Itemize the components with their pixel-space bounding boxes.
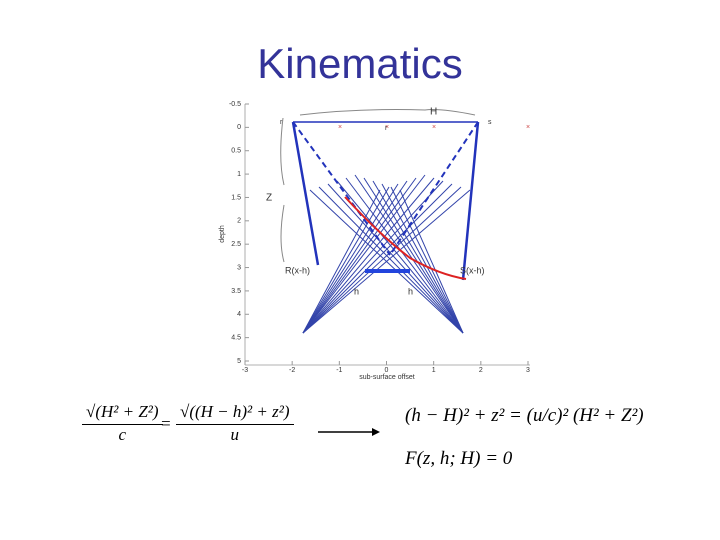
y-tick-label: 0 [237, 124, 241, 131]
y-tick-label: 5 [237, 358, 241, 365]
ray-fan [302, 174, 471, 334]
equals: = [160, 414, 172, 433]
markers: × × × × [338, 124, 530, 131]
axes [244, 104, 530, 366]
ray [302, 189, 381, 334]
ray [381, 183, 464, 334]
fraction: √((H − h)² + z²) u [176, 402, 294, 445]
dashed-ray [389, 121, 479, 256]
x-tick-label: -3 [242, 367, 248, 374]
label: h [354, 286, 359, 296]
y-tick-label: -0.5 [229, 101, 241, 108]
y-tick-label: 4.5 [231, 334, 241, 341]
ray [345, 177, 464, 334]
ray [302, 183, 453, 334]
ray [363, 177, 464, 334]
denominator: u [230, 425, 240, 444]
x-tick-label: 1 [432, 367, 436, 374]
x-tick-label: 0 [385, 367, 389, 374]
y-tick-label: 2 [237, 218, 241, 225]
ray [302, 186, 462, 334]
ray [302, 180, 444, 334]
ray [354, 174, 464, 334]
ray [390, 186, 464, 334]
ray [336, 180, 464, 334]
brace [299, 109, 476, 116]
label: S(x-h) [460, 265, 485, 275]
ray [302, 189, 471, 334]
y-tick-label: 2.5 [231, 241, 241, 248]
ray [302, 186, 390, 334]
marker: × [385, 124, 389, 131]
y-axis-label: depth [219, 225, 226, 243]
marker: × [526, 124, 530, 131]
fraction: √(H² + Z²) c [82, 402, 163, 445]
y-tick-label: 0.5 [231, 148, 241, 155]
slide-title: Kinematics [257, 40, 463, 87]
marker: × [338, 124, 342, 131]
ray [302, 183, 399, 334]
x-tick-label: 2 [479, 367, 483, 374]
y-tick-label: 3.5 [231, 288, 241, 295]
x-tick-label: -1 [336, 367, 342, 374]
y-tick-label: 4 [237, 311, 241, 318]
ray [372, 180, 464, 334]
numerator: √(H² + Z²) [82, 402, 163, 425]
numerator: √((H − h)² + z²) [176, 402, 294, 425]
label: H [430, 107, 437, 118]
brace [280, 117, 285, 263]
equation: F(z, h; H) = 0 [405, 448, 513, 469]
label: r [280, 119, 283, 126]
y-tick-label: 1 [237, 171, 241, 178]
x-tick-label: -2 [289, 367, 295, 374]
ray [302, 180, 408, 334]
ray [302, 174, 426, 334]
ray [302, 177, 417, 334]
denominator: c [118, 425, 127, 444]
ray [399, 189, 464, 334]
label: r [385, 125, 388, 132]
x-tick-label: 3 [526, 367, 530, 374]
red-curve [344, 196, 467, 280]
dashed-ray [292, 121, 391, 256]
marker: × [432, 124, 436, 131]
label: Z [266, 193, 272, 204]
arrow-head [372, 428, 380, 436]
ray [327, 183, 464, 334]
y-tick-label: 3 [237, 264, 241, 271]
ray [318, 186, 464, 334]
solid-ray [461, 121, 480, 281]
label: h [408, 286, 413, 296]
y-tick-label: 1.5 [231, 194, 241, 201]
label: s [488, 119, 492, 126]
solid-ray [291, 121, 320, 266]
equation: (h − H)² + z² = (u/c)² (H² + Z²) [405, 405, 644, 426]
ray [302, 177, 435, 334]
label: R(x-h) [285, 265, 310, 275]
x-axis-label: sub-surface offset [359, 374, 415, 381]
